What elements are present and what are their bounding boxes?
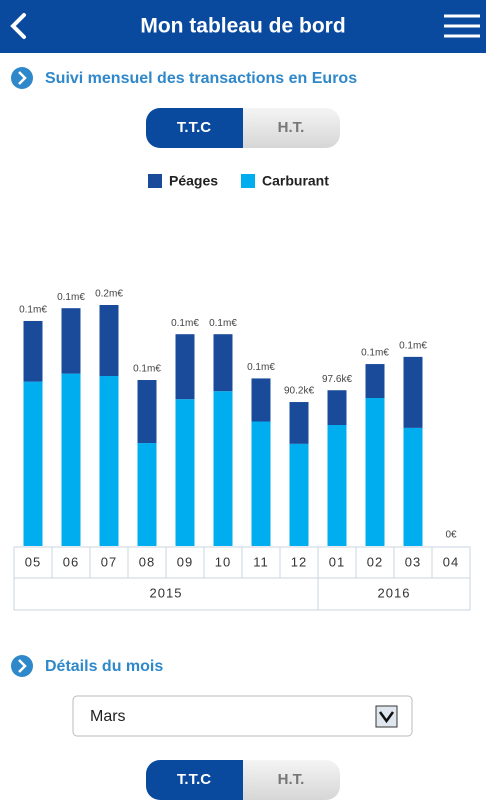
bar-segment xyxy=(365,364,385,399)
section-icon xyxy=(11,655,33,677)
x-tick-label: 08 xyxy=(139,554,155,569)
section-icon-arrow xyxy=(18,659,27,673)
bar-segment xyxy=(99,305,119,377)
bar-total-label: 0.1m€ xyxy=(133,364,161,375)
bar-segment xyxy=(61,308,81,374)
back-button[interactable] xyxy=(10,13,26,39)
bar-total-label: 0.1m€ xyxy=(209,318,237,329)
x-group-label: 2015 xyxy=(150,585,183,600)
bar-segment xyxy=(251,378,271,422)
header-title: Mon tableau de bord xyxy=(140,15,345,38)
section-title: Détails du mois xyxy=(45,658,163,675)
bar-segment xyxy=(137,380,157,444)
bar-total-label: 0.1m€ xyxy=(399,341,427,352)
bar-total-label: 0.2m€ xyxy=(95,289,123,300)
bar-total-label: 0.1m€ xyxy=(361,348,389,359)
bar-segment xyxy=(289,402,309,444)
x-tick-label: 06 xyxy=(63,554,79,569)
legend-swatch xyxy=(148,174,162,188)
bar-segment xyxy=(175,334,195,400)
toggle-ttc[interactable] xyxy=(146,108,243,148)
bar-segment xyxy=(289,443,309,546)
x-tick-label: 09 xyxy=(177,554,193,569)
toggle-ttc[interactable] xyxy=(146,760,243,800)
bar-segment xyxy=(213,334,233,392)
legend-label: Péages xyxy=(169,173,218,189)
section-icon-arrow xyxy=(18,71,27,85)
bar-segment xyxy=(327,390,347,426)
bar-total-label: 97.6k€ xyxy=(322,374,352,385)
bar-segment xyxy=(61,373,81,546)
legend-swatch xyxy=(241,174,255,188)
toggle-ht-label: H.T. xyxy=(278,119,305,136)
x-tick-label: 02 xyxy=(367,554,383,569)
section-title: Suivi mensuel des transactions en Euros xyxy=(45,70,357,87)
toggle-ht-label: H.T. xyxy=(278,771,305,788)
x-tick-label: 07 xyxy=(101,554,117,569)
bar-segment xyxy=(23,381,43,546)
month-select[interactable] xyxy=(72,695,413,737)
menu-button[interactable] xyxy=(444,14,480,38)
bar-segment xyxy=(403,356,423,428)
header-bar xyxy=(0,0,486,53)
x-group-label: 2016 xyxy=(378,585,411,600)
bar-segment xyxy=(365,398,385,546)
x-tick-label: 10 xyxy=(215,554,231,569)
select-arrow-icon xyxy=(378,711,395,724)
legend-label: Carburant xyxy=(262,173,329,189)
x-tick-label: 01 xyxy=(329,554,345,569)
month-select-value: Mars xyxy=(90,708,126,725)
bar-segment xyxy=(99,376,119,546)
bar-segment xyxy=(23,320,43,382)
bar-total-label: 0.1m€ xyxy=(247,362,275,373)
bar-segment xyxy=(327,425,347,546)
bar-segment xyxy=(213,391,233,546)
bar-segment xyxy=(175,399,195,546)
x-tick-label: 03 xyxy=(405,554,421,569)
x-tick-label: 11 xyxy=(253,554,269,569)
x-tick-label: 12 xyxy=(291,554,307,569)
section-icon xyxy=(11,67,33,89)
select-arrow xyxy=(375,705,398,728)
bar-total-label: 0€ xyxy=(445,530,457,541)
bar-total-label: 0.1m€ xyxy=(19,305,47,316)
toggle-ttc-label: T.T.C xyxy=(177,119,211,136)
bar-total-label: 90.2k€ xyxy=(284,386,314,397)
x-tick-label: 05 xyxy=(25,554,41,569)
bar-total-label: 0.1m€ xyxy=(57,292,85,303)
bar-segment xyxy=(403,427,423,546)
bar-segment xyxy=(251,421,271,546)
x-tick-label: 04 xyxy=(443,554,459,569)
bar-total-label: 0.1m€ xyxy=(171,318,199,329)
toggle-ttc-label: T.T.C xyxy=(177,771,211,788)
bar-segment xyxy=(137,443,157,546)
